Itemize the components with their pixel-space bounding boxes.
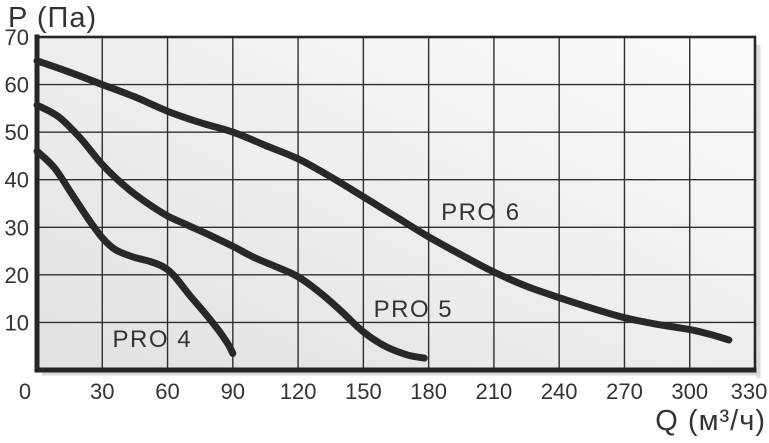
curve-pro-5: [33, 101, 428, 362]
x-tick-label: 30: [90, 379, 114, 404]
series-label-pro-4: PRO 4: [113, 326, 193, 353]
y-tick-label: 20: [5, 263, 29, 288]
y-tick-label: 60: [5, 73, 29, 98]
shadow-bottom: [42, 372, 757, 376]
x-tick-label: 0: [19, 379, 31, 404]
plot-background: [37, 37, 755, 370]
x-tick-label: 150: [345, 379, 382, 404]
plot-area: [37, 37, 755, 370]
x-tick-label: 240: [541, 379, 578, 404]
x-tick-label: 180: [410, 379, 447, 404]
x-tick-label: 90: [221, 379, 245, 404]
y-axis-title: P (Па): [8, 2, 97, 34]
plot-shadow: [42, 45, 761, 378]
curves: [33, 57, 733, 362]
curve-labels: PRO 4 PRO 5 PRO 6: [113, 199, 521, 353]
series-label-pro-6: PRO 6: [441, 199, 521, 226]
y-tick-label: 10: [5, 310, 29, 335]
y-tick-labels: 10 20 30 40 50 60 70: [5, 25, 29, 335]
curve-pro-6: [33, 57, 733, 344]
y-tick-label: 70: [5, 25, 29, 50]
series-label-pro-5: PRO 5: [374, 296, 454, 323]
curve-pro-4: [33, 147, 237, 357]
y-tick-label: 50: [5, 120, 29, 145]
x-tick-label: 330: [731, 379, 768, 404]
x-tick-label: 300: [671, 379, 708, 404]
x-tick-label: 60: [155, 379, 179, 404]
y-tick-label: 40: [5, 168, 29, 193]
x-axis-title: Q (м³/ч): [655, 405, 766, 437]
axes: [34, 34, 757, 373]
x-tick-label: 120: [280, 379, 317, 404]
x-tick-labels: 0 30 60 90 120 150 180 210 240 270 300 330: [19, 379, 767, 404]
y-tick-label: 30: [5, 215, 29, 240]
x-tick-label: 270: [606, 379, 643, 404]
x-tick-label: 210: [476, 379, 513, 404]
shadow-right: [756, 45, 761, 378]
